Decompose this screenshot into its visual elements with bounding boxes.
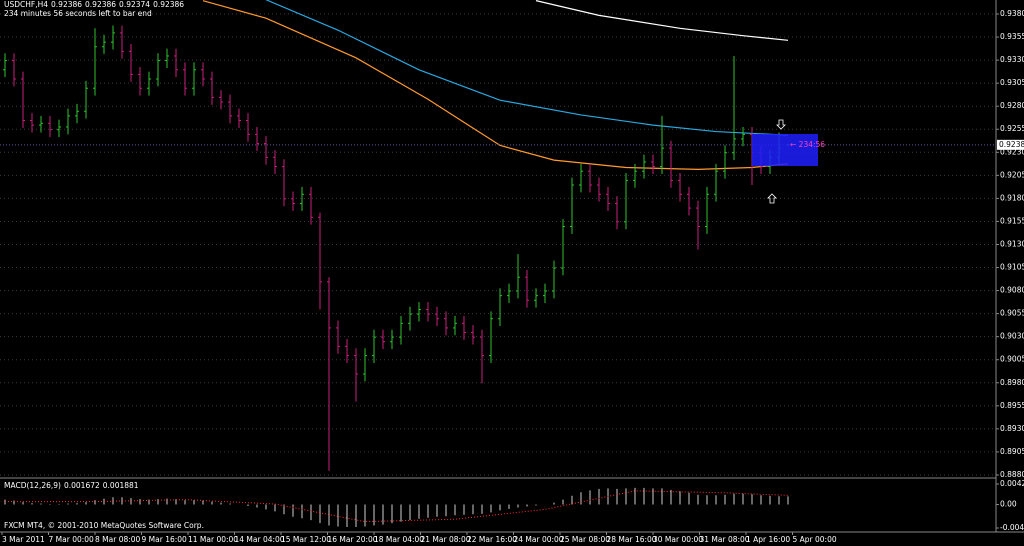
price-label: 0.92386 xyxy=(999,140,1024,149)
countdown: 234 minutes 56 seconds left to bar end xyxy=(4,9,152,18)
y-tick-label: 0.90305 xyxy=(1000,332,1024,341)
y-tick-label: 0.93805 xyxy=(1000,9,1024,18)
macd-signal: 0.001881 xyxy=(103,481,139,490)
up-arrow xyxy=(767,193,777,204)
y-tick-label: 0.93555 xyxy=(1000,32,1024,41)
x-tick-label: 9 Mar 16:00 xyxy=(142,535,188,544)
close: 0.92386 xyxy=(153,0,184,9)
y-tick-label: 0.93055 xyxy=(1000,78,1024,87)
x-tick-label: 7 Mar 00:00 xyxy=(49,535,95,544)
macd-signal-line xyxy=(5,490,789,523)
price-label-box xyxy=(997,139,1024,150)
macd-main: 0.001672 xyxy=(64,481,100,490)
y-tick-label: 0.89055 xyxy=(1000,447,1024,456)
chart-header: USDCHF,H4 0.92386 0.92386 0.92374 0.92386 xyxy=(4,0,184,9)
y-tick-label: 0.91055 xyxy=(1000,263,1024,272)
x-tick-label: 21 Mar 08:00 xyxy=(421,535,471,544)
macd-title: MACD(12,26,9) xyxy=(4,481,61,490)
x-tick-label: 14 Mar 04:00 xyxy=(235,535,285,544)
y-tick-label: 0.91805 xyxy=(1000,193,1024,202)
moving-average xyxy=(535,0,789,41)
x-tick-label: 30 Mar 00:00 xyxy=(653,535,703,544)
moving-average xyxy=(265,0,789,136)
x-tick-label: 28 Mar 16:00 xyxy=(607,535,657,544)
x-tick-label: 16 Mar 20:00 xyxy=(328,535,378,544)
y-tick-label: 0.91305 xyxy=(1000,239,1024,248)
y-tick-label: 0.92305 xyxy=(1000,147,1024,156)
x-tick-label: 1 Apr 16:00 xyxy=(746,535,790,544)
y-tick-label: 0.92555 xyxy=(1000,124,1024,133)
x-tick-label: 11 Mar 00:00 xyxy=(188,535,238,544)
x-tick-label: 18 Mar 04:00 xyxy=(374,535,424,544)
annotation-box xyxy=(752,134,818,166)
x-tick-label: 24 Mar 00:00 xyxy=(514,535,564,544)
y-tick-label: 0.88805 xyxy=(1000,470,1024,479)
frame xyxy=(0,0,1024,533)
annotation-text: ← 234:56 xyxy=(790,140,825,149)
down-arrow xyxy=(776,119,786,130)
footer: FXCM MT4, © 2001-2010 MetaQuotes Softwar… xyxy=(4,521,204,530)
plot-area xyxy=(0,0,999,528)
x-tick-label: 25 Mar 08:00 xyxy=(560,535,610,544)
y-tick-label: 0.92055 xyxy=(1000,170,1024,179)
low: 0.92374 xyxy=(119,0,150,9)
y-tick-label: 0.93305 xyxy=(1000,55,1024,64)
y-tick-label: 0.89555 xyxy=(1000,401,1024,410)
open: 0.92386 xyxy=(51,0,82,9)
x-tick-label: 22 Mar 16:00 xyxy=(467,535,517,544)
x-tick-label: 3 Mar 2011 xyxy=(2,535,45,544)
x-tick-label: 5 Apr 00:00 xyxy=(793,535,837,544)
x-tick-label: 15 Mar 12:00 xyxy=(281,535,331,544)
y-tick-label: 0.90805 xyxy=(1000,286,1024,295)
high: 0.92386 xyxy=(85,0,116,9)
y-tick-label: 0.91555 xyxy=(1000,216,1024,225)
y-tick-label: 0.89305 xyxy=(1000,424,1024,433)
y-tick-label: 0.90555 xyxy=(1000,309,1024,318)
symbol: USDCHF,H4 xyxy=(4,0,48,9)
y-tick-label: 0.89805 xyxy=(1000,378,1024,387)
macd-header: MACD(12,26,9) 0.001672 0.001881 xyxy=(4,481,139,490)
x-tick-label: 31 Mar 08:00 xyxy=(700,535,750,544)
y-tick-label: 0.92805 xyxy=(1000,101,1024,110)
order-annotation: ← 234:56 xyxy=(752,119,825,204)
y-tick-label: 0.90055 xyxy=(1000,355,1024,364)
macd-tick-label: 0.00 xyxy=(1000,500,1017,509)
x-tick-label: 8 Mar 08:00 xyxy=(95,535,141,544)
macd-tick-label: -0.00480 xyxy=(1000,523,1024,532)
